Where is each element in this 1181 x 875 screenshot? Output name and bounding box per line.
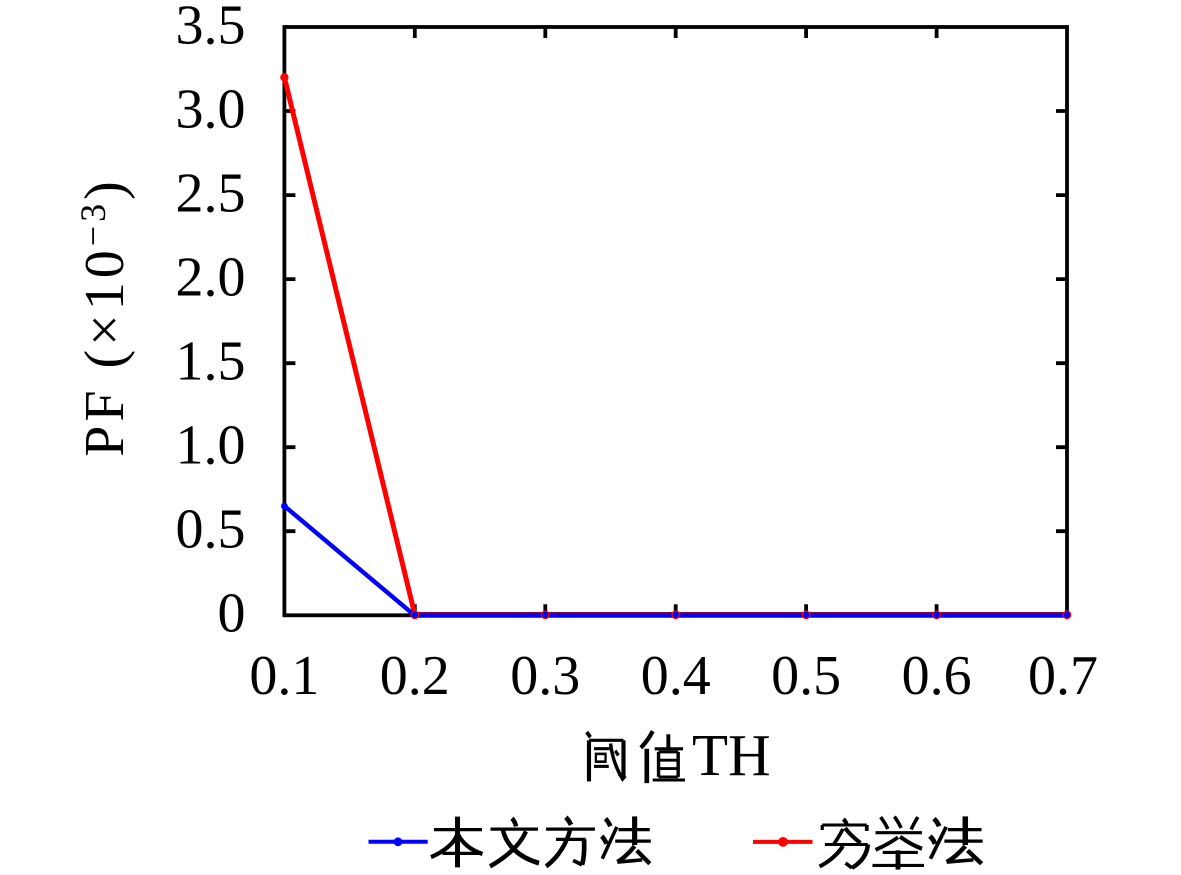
svg-text:0.6: 0.6 [902, 645, 972, 707]
svg-text:0.7: 0.7 [1028, 645, 1098, 707]
svg-text:3.0: 3.0 [176, 78, 246, 140]
svg-text:2.0: 2.0 [176, 246, 246, 308]
svg-text:PF (×10−3): PF (×10−3) [73, 177, 136, 457]
svg-text:0.3: 0.3 [510, 645, 580, 707]
svg-text:0.4: 0.4 [641, 645, 711, 707]
svg-text:0.5: 0.5 [176, 499, 246, 561]
svg-text:1.0: 1.0 [176, 415, 246, 477]
svg-text:3.5: 3.5 [176, 0, 246, 56]
svg-text:2.5: 2.5 [176, 162, 246, 224]
svg-text:0.5: 0.5 [771, 645, 841, 707]
svg-text:0.2: 0.2 [380, 645, 450, 707]
svg-text:0: 0 [218, 583, 246, 645]
svg-text:1.5: 1.5 [176, 331, 246, 393]
svg-text:0.1: 0.1 [249, 645, 319, 707]
svg-text:TH: TH [692, 722, 771, 788]
